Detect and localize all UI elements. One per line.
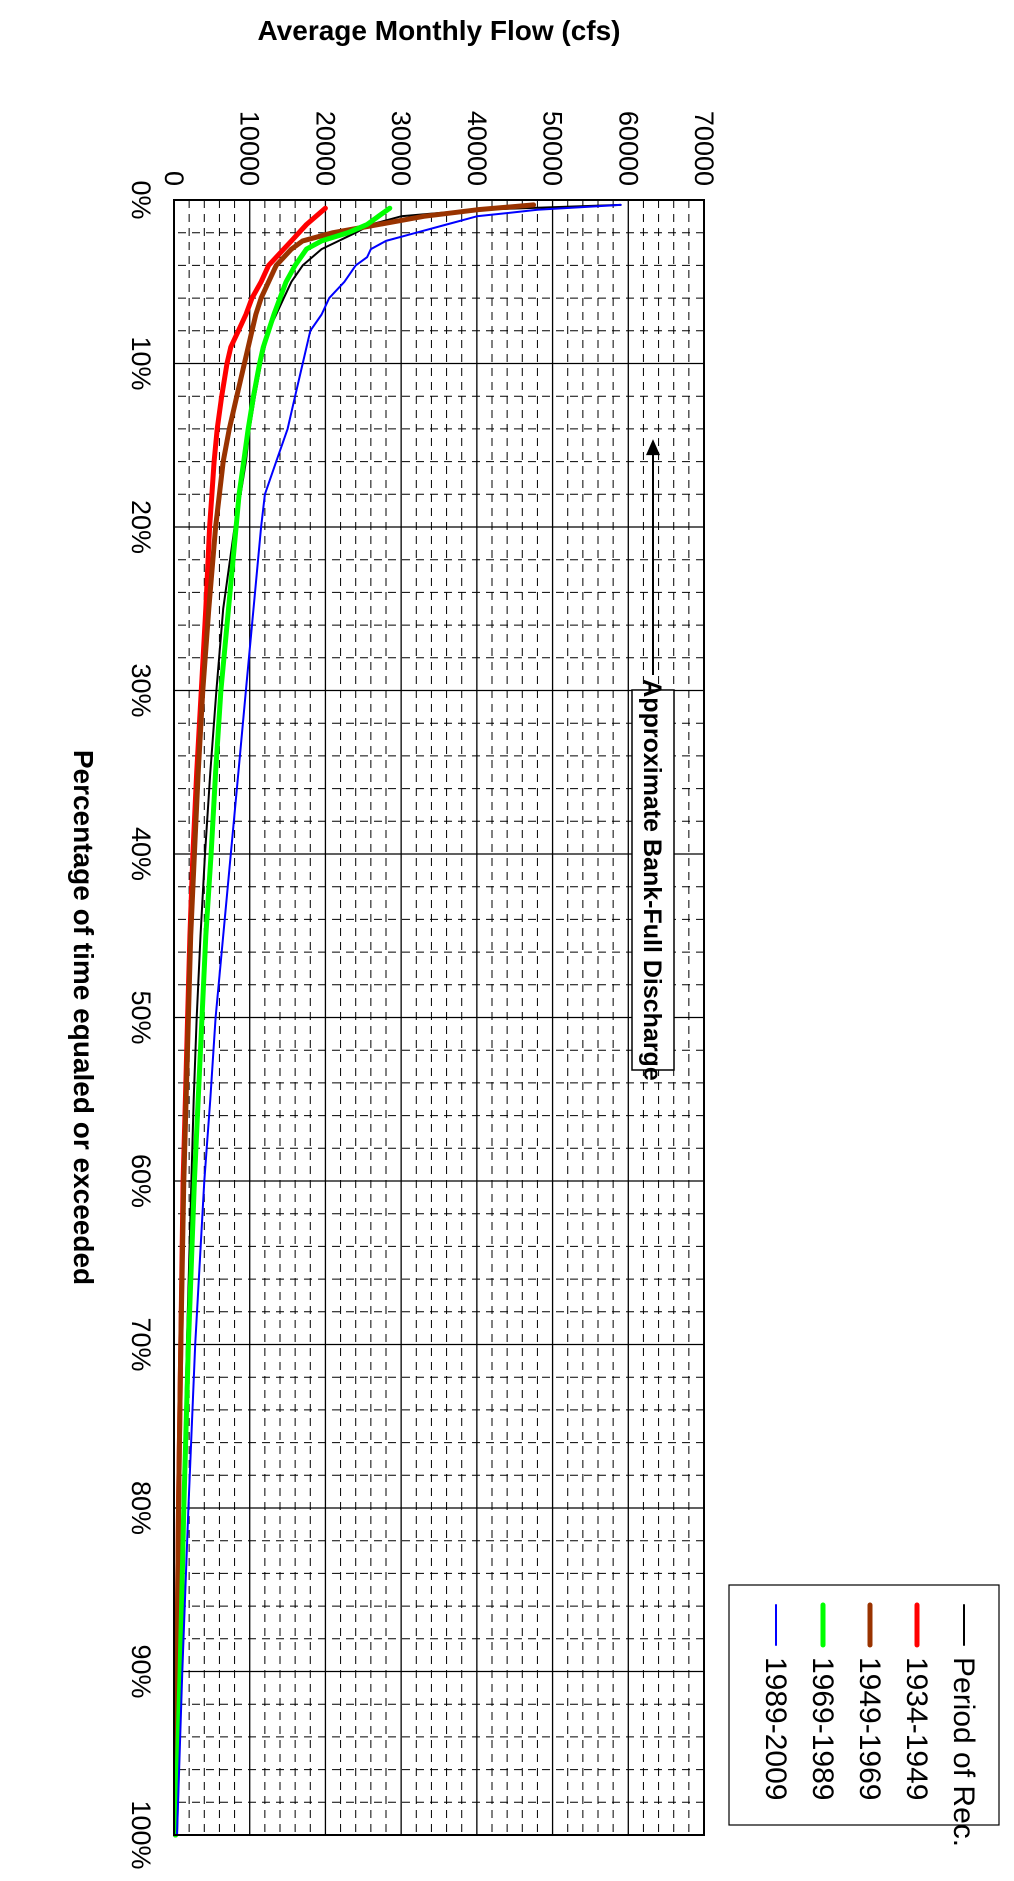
x-tick-label: 60% xyxy=(126,1154,156,1208)
y-tick-label: 40000 xyxy=(462,111,492,186)
x-tick-label: 100% xyxy=(126,1800,156,1869)
y-tick-label: 0 xyxy=(159,171,189,186)
legend-label-4: 1989-2009 xyxy=(759,1657,792,1800)
x-tick-label: 90% xyxy=(126,1644,156,1698)
legend-label-1: 1934-1949 xyxy=(900,1657,933,1800)
x-tick-label: 50% xyxy=(126,990,156,1044)
x-tick-label: 30% xyxy=(126,663,156,717)
x-tick-label: 40% xyxy=(126,827,156,881)
y-tick-label: 70000 xyxy=(689,111,719,186)
x-axis-title: Percentage of time equaled or exceeded xyxy=(68,750,99,1285)
y-tick-label: 50000 xyxy=(538,111,568,186)
y-tick-label: 10000 xyxy=(235,111,265,186)
x-tick-label: 70% xyxy=(126,1317,156,1371)
legend-label-3: 1969-1989 xyxy=(806,1657,839,1800)
y-tick-label: 20000 xyxy=(310,111,340,186)
y-axis-title: Average Monthly Flow (cfs) xyxy=(257,15,620,46)
x-tick-label: 0% xyxy=(126,180,156,219)
legend: Period of Rec. 1934-1949 1949-1969 1969-198… xyxy=(729,1585,999,1847)
annotation-label: Approximate Bank-Full Discharge xyxy=(638,679,666,1081)
y-tick-label: 30000 xyxy=(386,111,416,186)
x-tick-label: 10% xyxy=(126,336,156,390)
legend-label-0: Period of Rec. xyxy=(947,1657,980,1847)
legend-label-2: 1949-1969 xyxy=(853,1657,886,1800)
x-tick-label: 20% xyxy=(126,500,156,554)
y-tick-label: 60000 xyxy=(613,111,643,186)
x-tick-label: 80% xyxy=(126,1481,156,1535)
